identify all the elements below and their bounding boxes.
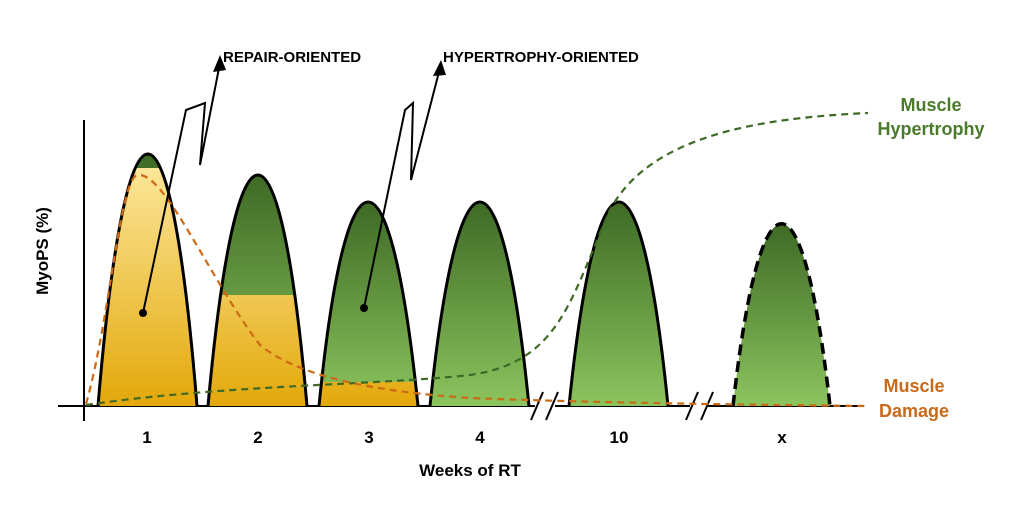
muscle-damage-label-line1: Muscle [883, 376, 944, 396]
x-axis-label: Weeks of RT [419, 461, 521, 480]
muscle-hypertrophy-label-line2: Hypertrophy [877, 119, 984, 139]
muscle-damage-label-line2: Damage [879, 401, 949, 421]
peak-week-2 [206, 173, 309, 407]
peak-week-10 [567, 200, 670, 407]
hypertrophy-curve [85, 111, 869, 407]
hypertrophy-pointer [360, 60, 446, 312]
hypertrophy-oriented-label: HYPERTROPHY-ORIENTED [443, 49, 639, 66]
y-axis-label: MyoPS (%) [33, 207, 52, 295]
peak-week-1 [96, 152, 199, 407]
x-tick-3: 3 [364, 428, 373, 447]
x-tick-2: 2 [253, 428, 262, 447]
x-tick-4: 4 [475, 428, 485, 447]
repair-oriented-label: REPAIR-ORIENTED [223, 49, 361, 66]
x-tick-10: 10 [610, 428, 629, 447]
peak-week-3 [317, 200, 420, 407]
x-tick-x: x [777, 428, 787, 447]
x-tick-1: 1 [142, 428, 151, 447]
peak-week-4 [428, 200, 531, 407]
peak-week-x [731, 222, 832, 407]
axis-break-1 [530, 391, 559, 421]
repair-pointer [139, 55, 226, 317]
axis-break-2 [685, 391, 714, 421]
muscle-hypertrophy-label-line1: Muscle [900, 95, 961, 115]
damage-curve [84, 173, 869, 408]
